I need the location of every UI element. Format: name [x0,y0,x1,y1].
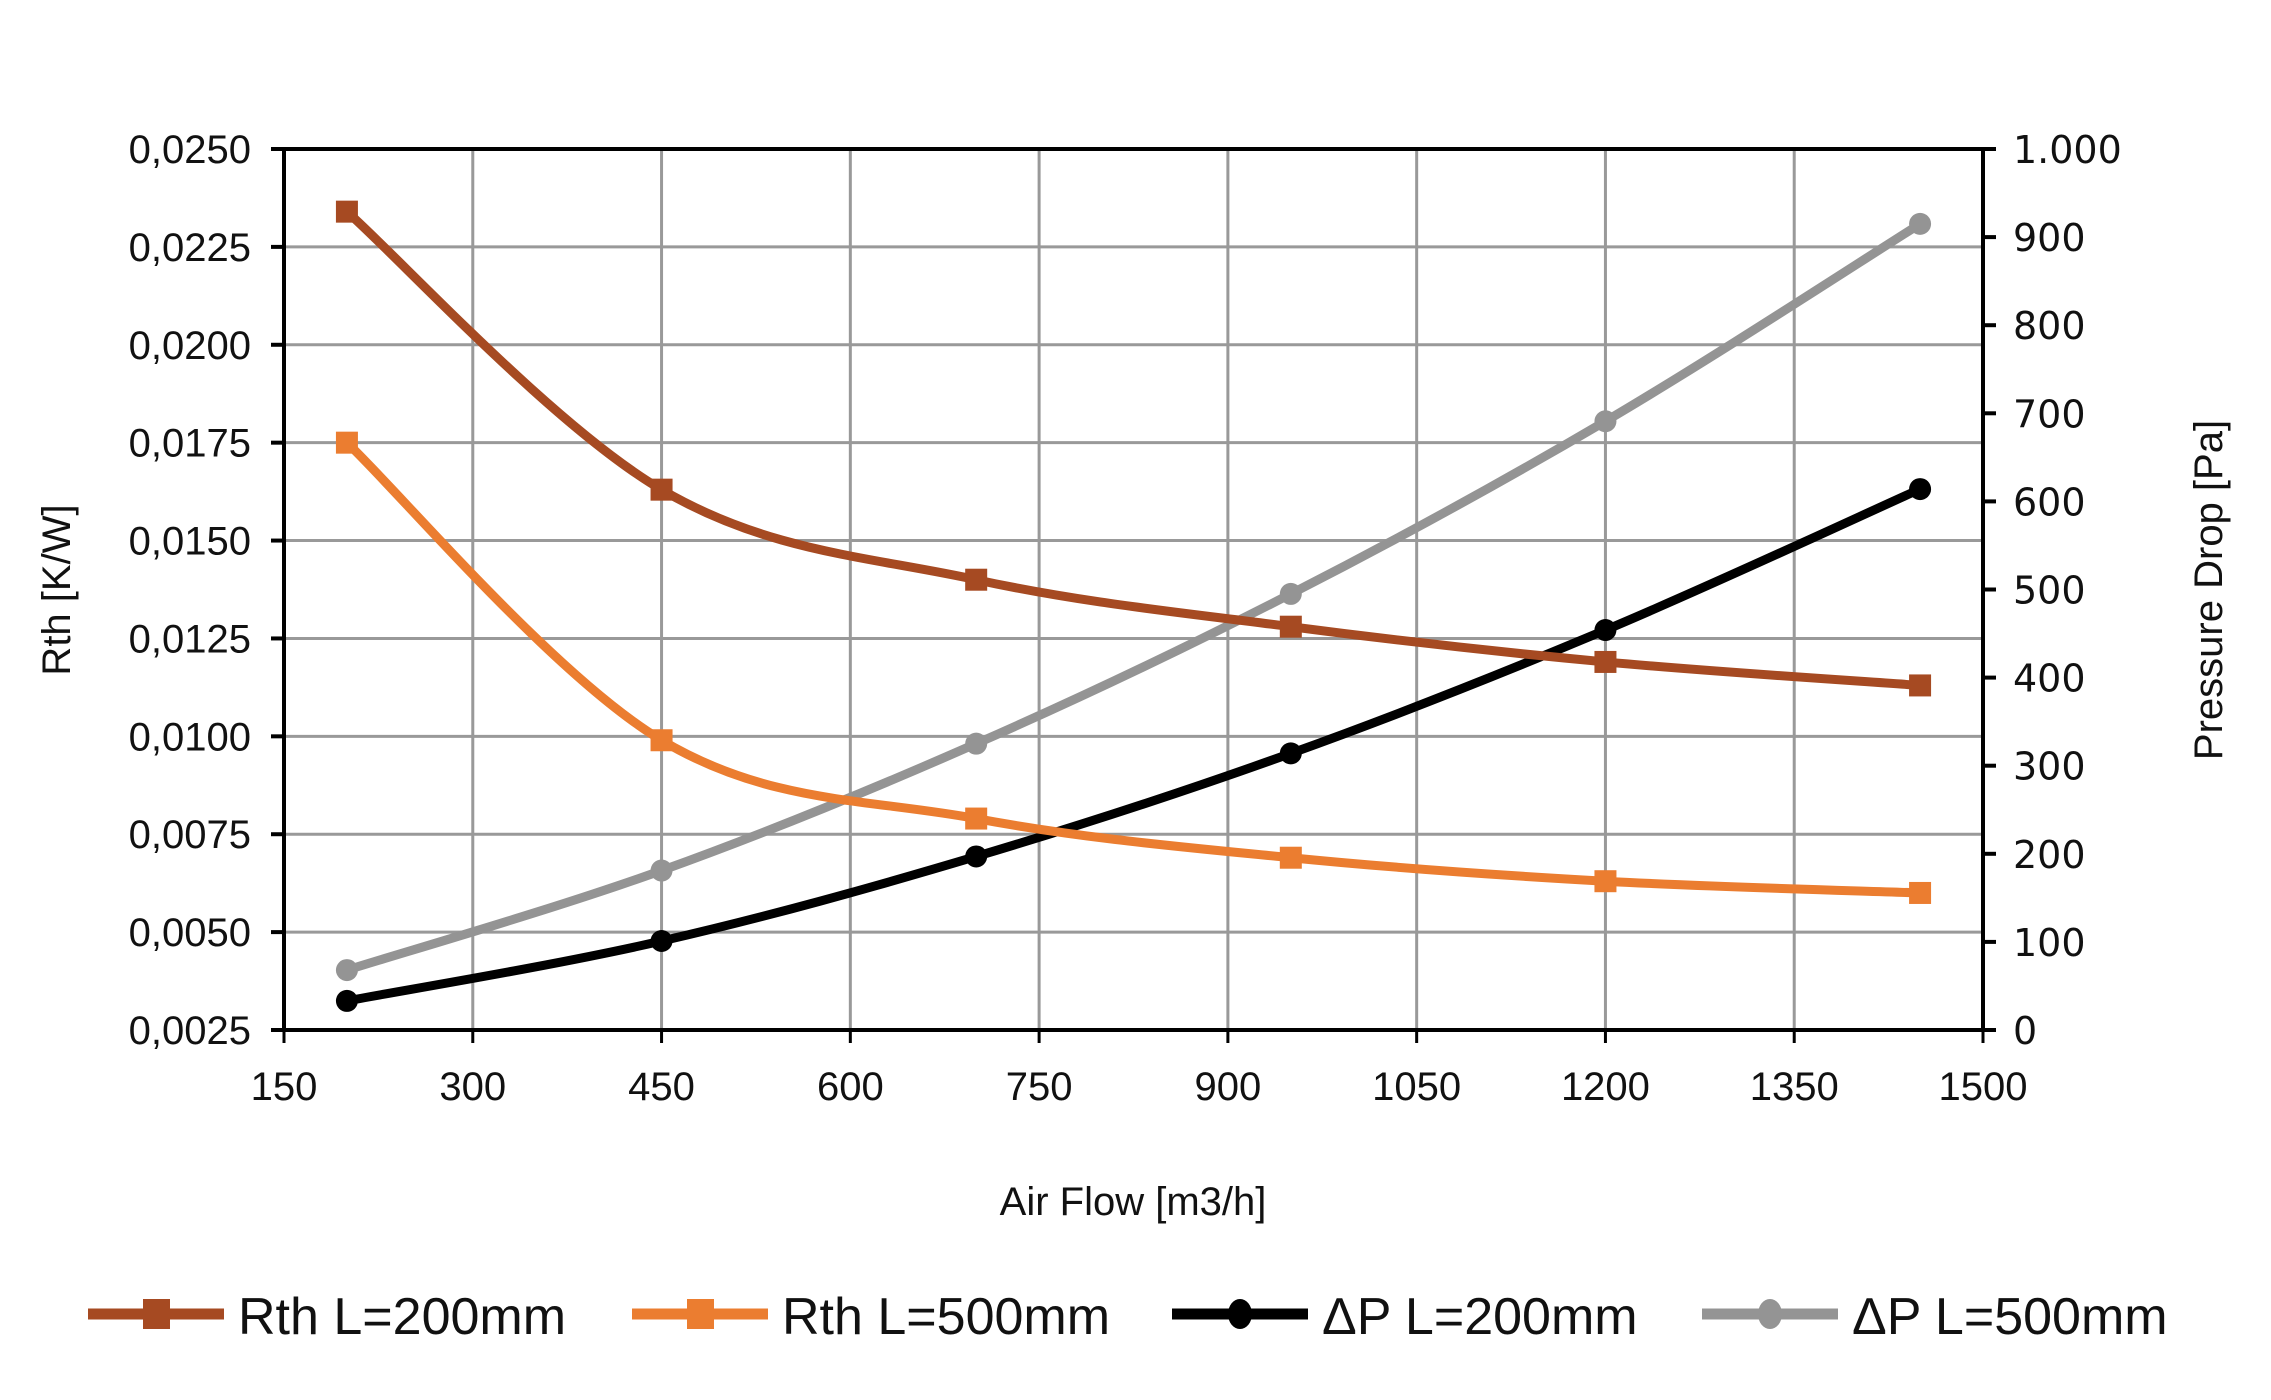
y-axis-title: Rth [K/W] [35,504,79,675]
y-tick-label: 0,0125 [129,617,251,661]
data-point-square [965,568,988,591]
x-tick-label: 1500 [1939,1065,2028,1109]
data-point-circle [335,989,358,1012]
series-p-l-200mm [335,478,1932,1012]
legend-swatch-square [687,1299,714,1329]
y-tick-label: 0,0175 [129,422,251,466]
series-p-l-500mm [335,212,1932,982]
data-point-square [650,478,673,501]
y-tick-label: 0,0225 [129,226,251,270]
series-line [345,220,1923,975]
legend-item-p-l-500mm: ΔP L=500mm [1702,1288,2168,1346]
grid [284,149,1983,1030]
x-tick-label: 1050 [1372,1065,1461,1109]
data-point-circle [1594,619,1617,642]
legend-label: ΔP L=500mm [1852,1288,2168,1346]
series-rth-l-200mm [335,200,1932,697]
x-tick-label: 450 [628,1065,695,1109]
data-point-square [965,807,988,830]
x-tick-label: 300 [439,1065,506,1109]
x-tick-label: 1200 [1561,1065,1650,1109]
legend-swatch-circle [1758,1299,1782,1329]
series-rth-l-500mm [335,431,1932,904]
y2-axis-ticks: 0 100 200 300 400 500 600 700 800 900 1.000 [1983,128,2122,1053]
y2-tick-label: 400 [2013,657,2086,701]
data-point-circle [965,732,988,755]
legend-swatch-circle [1228,1299,1252,1329]
legend-label: Rth L=500mm [782,1288,1110,1346]
y2-tick-label: 1.000 [2013,128,2122,172]
y2-tick-label: 100 [2013,921,2086,965]
y2-tick-label: 900 [2013,216,2086,260]
data-point-square [1909,881,1932,904]
y-tick-label: 0,0025 [129,1009,251,1053]
series-line [343,208,1921,690]
x-tick-label: 900 [1195,1065,1262,1109]
y-tick-label: 0,0075 [129,813,251,857]
series-line [343,439,1921,898]
series-layer [335,200,1932,1012]
y-tick-label: 0,0050 [129,911,251,955]
legend-item-rth-l-500mm: Rth L=500mm [632,1288,1110,1346]
data-point-square [1909,674,1932,697]
data-point-square [335,431,358,454]
y-axis-ticks: 0,0025 0,0050 0,0075 0,0100 0,0125 0,0150 0,01… [129,128,284,1053]
axes [282,147,1985,1032]
data-point-circle [1909,212,1932,235]
data-point-circle [650,859,673,882]
data-point-square [650,729,673,752]
x-axis-title: Air Flow [m3/h] [1000,1180,1267,1224]
y-tick-label: 0,0150 [129,520,251,564]
data-point-circle [1909,478,1932,501]
legend-swatch-square [143,1299,170,1329]
y2-tick-label: 600 [2013,480,2086,524]
y2-tick-label: 500 [2013,569,2086,613]
legend-label: Rth L=200mm [238,1288,566,1346]
data-point-circle [1279,742,1302,765]
data-point-circle [1594,410,1617,433]
data-point-circle [1279,582,1302,605]
data-point-circle [965,845,988,868]
x-tick-label: 1350 [1750,1065,1839,1109]
legend-label: ΔP L=200mm [1322,1288,1638,1346]
y2-tick-label: 700 [2013,392,2086,436]
y2-tick-label: 200 [2013,833,2086,877]
data-point-square [1594,870,1617,893]
y2-tick-label: 300 [2013,745,2086,789]
y2-axis-title: Pressure Drop [Pa] [2187,420,2231,760]
y-tick-label: 0,0200 [129,324,251,368]
legend-item-rth-l-200mm: Rth L=200mm [88,1288,566,1346]
y-tick-label: 0,0100 [129,715,251,759]
x-tick-label: 600 [817,1065,884,1109]
x-axis-ticks: 150 300 450 600 750 900 1050 1200 1350 1500 [251,1030,2028,1109]
series-line [346,484,1922,1006]
data-point-circle [650,930,673,953]
data-point-square [335,200,358,223]
y-tick-label: 0,0250 [129,128,251,172]
data-point-square [1279,615,1302,638]
x-tick-label: 150 [251,1065,318,1109]
x-tick-label: 750 [1006,1065,1073,1109]
data-point-square [1594,650,1617,673]
data-point-circle [335,959,358,982]
y2-tick-label: 0 [2013,1009,2037,1053]
legend-item-p-l-200mm: ΔP L=200mm [1172,1288,1638,1346]
data-point-square [1279,846,1302,869]
y2-tick-label: 800 [2013,304,2086,348]
legend: Rth L=200mm Rth L=500mm ΔP L=200mm ΔP L=500… [88,1288,2168,1346]
